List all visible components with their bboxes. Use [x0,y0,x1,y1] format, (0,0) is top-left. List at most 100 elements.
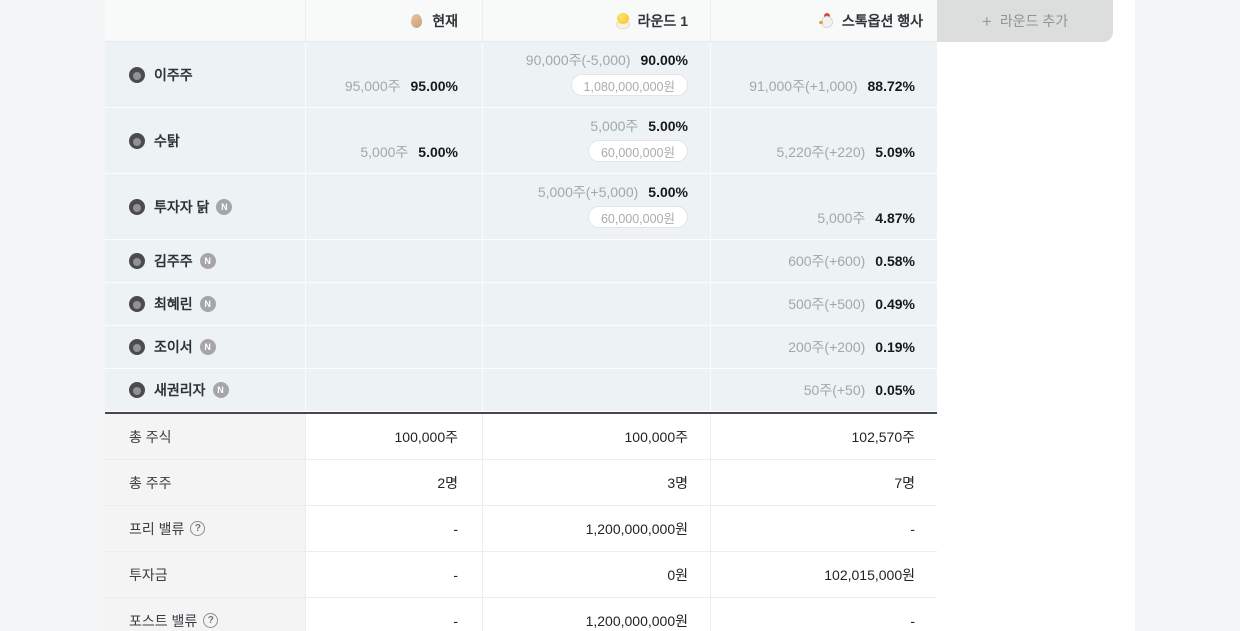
value-line: 5,000주 4.87% [817,208,915,228]
summary-label-cell: 포스트 밸류? [105,598,305,631]
amount-pill-wrap: 1,080,000,000원 [570,74,688,96]
round-value-cell: 200주(+200) 0.19% [710,326,937,368]
shares-value: 90,000주(-5,000) [525,52,631,68]
summary-label: 포스트 밸류 [129,612,198,629]
summary-label-cell: 총 주주 [105,460,305,505]
new-badge: N [212,382,229,398]
header-round-stock-option[interactable]: 스톡옵션 행사 [710,0,937,41]
chick-icon [615,12,631,29]
shareholder-row: 투자자 닭 N 5,000주(+5,000) 5.00% 60,000,000원 5,00… [105,174,937,240]
percent-value: 0.19% [875,339,915,355]
percent-value: 5.00% [418,144,458,160]
amount-pill: 1,080,000,000원 [570,74,688,96]
shareholder-name-cell: 수탉 [105,108,305,173]
summary-value: 2명 [437,474,458,491]
round-value-cell [305,240,482,282]
header-label-stock-option: 스톡옵션 행사 [841,12,923,29]
header-round-current[interactable]: 현재 [305,0,482,41]
new-badge: N [216,198,233,215]
help-icon[interactable]: ? [190,521,206,536]
value-line: 50주(+50) 0.05% [804,380,915,400]
round-value-cell [482,283,710,325]
round-value-cell [305,369,482,411]
round-value-cell: 90,000주(-5,000) 90.00% 1,080,000,000원 [482,42,710,107]
shareholder-name-cell: 최혜린 N [105,283,305,325]
egg-icon [409,13,425,29]
rooster-icon [818,12,835,29]
round-value-cell [482,326,710,368]
shares-value: 5,000주 [817,210,866,226]
value-line: 200주(+200) 0.19% [788,337,915,357]
percent-value: 5.00% [648,184,688,200]
shares-value: 5,220주(+220) [776,144,866,160]
percent-value: 5.00% [648,118,688,134]
shareholder-name: 이주주 [154,66,193,83]
summary-value: - [453,566,458,583]
shareholder-name: 새권리자 [154,382,206,398]
summary-label: 총 주식 [129,428,172,445]
shareholder-name-cell: 조이서 N [105,326,305,368]
summary-row: 포스트 밸류? - 1,200,000,000원 - [105,598,937,631]
summary-value: 102,570주 [851,428,916,445]
summary-value-cell: 102,015,000원 [710,552,937,597]
percent-value: 90.00% [640,52,688,68]
avatar [129,66,145,83]
avatar [129,253,145,269]
shareholder-name-cell: 투자자 닭 N [105,174,305,239]
round-value-cell: 5,220주(+220) 5.09% [710,108,937,173]
avatar [129,339,145,355]
summary-row: 투자금 - 0원 102,015,000원 [105,552,937,598]
summary-value: - [453,612,458,629]
round-value-cell: 5,000주 5.00% 60,000,000원 [482,108,710,173]
new-badge: N [199,339,216,355]
value-line: 500주(+500) 0.49% [788,294,915,314]
summary-label: 프리 밸류 [129,520,185,537]
shareholder-row: 수탉 5,000주 5.00% 5,000주 5.00% 60,000,000원 5,220… [105,108,937,174]
round-value-cell: 5,000주 4.87% [710,174,937,239]
shareholder-name-cell: 이주주 [105,42,305,107]
round-value-cell: 5,000주 5.00% [305,108,482,173]
summary-value-cell: 102,570주 [710,414,937,459]
value-line: 5,000주(+5,000) 5.00% [538,182,688,202]
avatar [129,198,145,215]
add-round-button[interactable]: + 라운드 추가 [937,0,1113,42]
value-line: 600주(+600) 0.58% [788,251,915,271]
round-value-cell: 50주(+50) 0.05% [710,369,937,411]
help-icon[interactable]: ? [203,613,219,628]
summary-label-cell: 투자금 [105,552,305,597]
shares-value: 200주(+200) [788,339,866,355]
round-value-cell: 600주(+600) 0.58% [710,240,937,282]
summary-value-cell: 2명 [305,460,482,505]
round-value-cell [305,174,482,239]
shareholder-name: 최혜린 [154,296,193,312]
summary-value-cell: 1,200,000,000원 [482,598,710,631]
summary-value-cell: - [710,598,937,631]
round-value-cell: 91,000주(+1,000) 88.72% [710,42,937,107]
shareholder-row: 최혜린 N 500주(+500) 0.49% [105,283,937,326]
shares-value: 5,000주 [360,144,409,160]
percent-value: 88.72% [867,78,915,94]
summary-row: 프리 밸류? - 1,200,000,000원 - [105,506,937,552]
round-value-cell [482,369,710,411]
shareholder-row: 김주주 N 600주(+600) 0.58% [105,240,937,283]
amount-pill: 60,000,000원 [587,140,688,162]
amount-pill: 60,000,000원 [587,206,688,228]
shares-value: 5,000주(+5,000) [537,184,639,200]
summary-label: 총 주주 [129,474,172,491]
value-line: 95,000주 95.00% [345,76,458,96]
round-value-cell: 95,000주 95.00% [305,42,482,107]
header-round-1[interactable]: 라운드 1 [482,0,710,41]
value-line: 91,000주(+1,000) 88.72% [749,76,915,96]
summary-row: 총 주식 100,000주 100,000주 102,570주 [105,414,937,460]
shares-value: 95,000주 [344,78,401,94]
percent-value: 0.58% [875,253,915,269]
avatar [129,132,145,149]
summary-value: 1,200,000,000원 [585,612,688,629]
summary-value: 0원 [667,566,688,583]
summary-value: 100,000주 [624,428,689,445]
summary-value-cell: 100,000주 [305,414,482,459]
summary-label: 투자금 [129,566,168,583]
table-header-row: 현재 라운드 1 스톡옵션 행사 [105,0,937,42]
shareholder-name-cell: 새권리자 N [105,369,305,411]
summary-value-cell: - [710,506,937,551]
